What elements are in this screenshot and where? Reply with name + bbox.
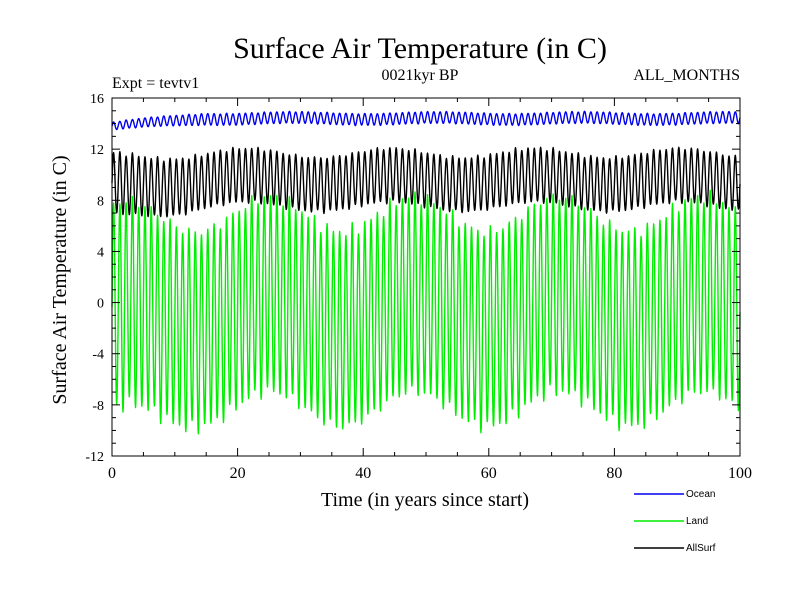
x-tick-label: 0 <box>108 465 116 482</box>
x-tick-label: 20 <box>230 465 246 482</box>
y-tick-label: 8 <box>97 194 104 209</box>
axes-layer: -12 -8 -4 0 4 8 12 16 0 20 40 60 80 100 <box>85 92 752 482</box>
y-tick-label: 0 <box>97 297 104 312</box>
period-label: 0021kyr BP <box>382 67 459 84</box>
x-tick-label: 60 <box>481 465 497 482</box>
y-tick-label: -4 <box>92 348 104 363</box>
y-tick-label: 4 <box>97 245 104 260</box>
x-tick-label: 40 <box>355 465 371 482</box>
legend: Ocean Land AllSurf <box>634 489 716 554</box>
legend-label-ocean: Ocean <box>686 489 715 500</box>
y-tick-label: 16 <box>90 92 104 107</box>
experiment-label: Expt = tevtv1 <box>112 75 199 92</box>
series-line-ocean <box>111 110 741 131</box>
y-axis-label: Surface Air Temperature (in C) <box>49 155 71 404</box>
x-tick-label: 80 <box>606 465 622 482</box>
y-tick-label: -12 <box>85 450 104 465</box>
series-layer <box>111 110 741 435</box>
chart-title: Surface Air Temperature (in C) <box>233 32 607 65</box>
legend-label-allsurf: AllSurf <box>686 543 716 554</box>
y-tick-label: 12 <box>90 143 104 158</box>
y-tick-label: -8 <box>92 399 104 414</box>
x-axis-label: Time (in years since start) <box>321 489 529 511</box>
legend-label-land: Land <box>686 516 708 527</box>
x-tick-label: 100 <box>728 465 752 482</box>
series-line-land <box>111 189 741 435</box>
series-line-allsurf <box>111 146 741 218</box>
months-label: ALL_MONTHS <box>633 67 740 84</box>
